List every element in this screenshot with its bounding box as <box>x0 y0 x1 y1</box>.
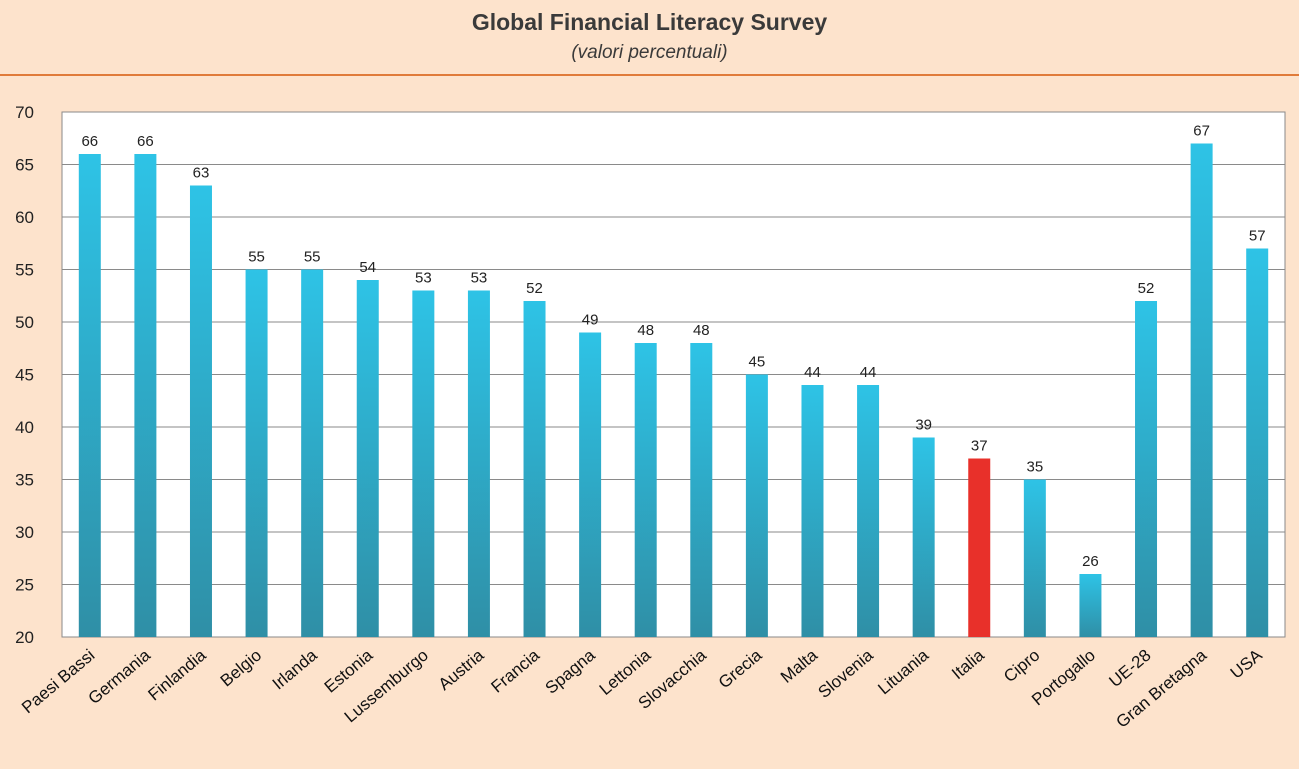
data-label: 55 <box>304 249 321 266</box>
bar <box>579 332 602 637</box>
y-tick-label: 35 <box>15 471 34 490</box>
bars <box>78 143 1269 637</box>
x-tick-label: Belgio <box>217 646 265 691</box>
data-label: 39 <box>915 417 932 434</box>
data-label: 54 <box>359 259 376 276</box>
y-tick-label: 55 <box>15 261 34 280</box>
bar <box>245 269 268 637</box>
data-label: 57 <box>1249 228 1266 245</box>
y-tick-label: 50 <box>15 313 34 332</box>
y-tick-label: 25 <box>15 576 34 595</box>
bar <box>301 269 324 637</box>
data-label: 66 <box>81 133 98 150</box>
bar <box>134 154 157 637</box>
bar <box>1190 143 1213 637</box>
x-tick-label: UE-28 <box>1105 646 1154 692</box>
x-tick-label: Germania <box>85 645 155 708</box>
data-label: 52 <box>1138 280 1155 297</box>
bar <box>968 458 991 637</box>
bar <box>523 301 546 637</box>
data-label: 44 <box>860 364 877 381</box>
bar <box>189 185 212 637</box>
x-tick-label: USA <box>1227 645 1266 682</box>
bar <box>412 290 435 637</box>
data-label: 66 <box>137 133 154 150</box>
x-tick-label: Irlanda <box>269 645 321 693</box>
x-tick-label: Malta <box>777 645 821 687</box>
data-label: 35 <box>1026 459 1043 476</box>
data-label: 52 <box>526 280 543 297</box>
y-tick-label: 20 <box>15 628 34 647</box>
bar <box>690 343 713 637</box>
x-tick-label: Paesi Bassi <box>18 646 98 718</box>
x-tick-label: Lituania <box>874 645 932 698</box>
bar <box>1079 574 1102 637</box>
data-label: 49 <box>582 312 599 329</box>
bar <box>912 437 935 637</box>
x-tick-label: Spagna <box>542 645 600 698</box>
data-label: 63 <box>193 165 210 182</box>
chart-subtitle: (valori percentuali) <box>571 42 728 63</box>
data-label: 37 <box>971 438 988 455</box>
x-tick-label: Italia <box>948 645 988 683</box>
data-label: 55 <box>248 249 265 266</box>
y-tick-label: 40 <box>15 418 34 437</box>
y-tick-label: 60 <box>15 208 34 227</box>
y-axis: 20 25 30 35 40 45 50 55 60 65 70 <box>15 103 34 647</box>
data-label: 53 <box>471 270 488 287</box>
x-tick-label: Cipro <box>1000 646 1043 687</box>
bar <box>745 374 768 637</box>
bar <box>857 385 880 637</box>
x-tick-label: Finlandia <box>144 645 209 704</box>
bar <box>1135 301 1158 637</box>
chart-title: Global Financial Literacy Survey <box>471 9 828 35</box>
bar <box>467 290 490 637</box>
y-tick-label: 70 <box>15 103 34 122</box>
bar <box>1246 248 1269 637</box>
y-tick-label: 45 <box>15 366 34 385</box>
x-tick-label: Slovenia <box>814 645 877 702</box>
y-tick-label: 65 <box>15 156 34 175</box>
x-tick-label: Grecia <box>715 645 766 692</box>
y-tick-label: 30 <box>15 523 34 542</box>
data-label: 53 <box>415 270 432 287</box>
bar <box>801 385 824 637</box>
data-label: 44 <box>804 364 821 381</box>
data-label: 26 <box>1082 553 1099 570</box>
data-labels: 66 66 63 55 55 54 53 53 52 49 48 48 45 44 44 39 37 35 26 52… <box>81 123 1265 571</box>
data-label: 48 <box>637 322 654 339</box>
bar <box>1023 479 1046 637</box>
bar <box>356 280 379 637</box>
x-tick-label: Francia <box>487 645 543 696</box>
data-label: 67 <box>1193 123 1210 140</box>
x-tick-label: Austria <box>435 645 488 694</box>
data-label: 48 <box>693 322 710 339</box>
chart-header: Global Financial Literacy Survey (valori… <box>0 0 1299 76</box>
bar <box>78 154 101 637</box>
data-label: 45 <box>749 354 766 371</box>
bar <box>634 343 657 637</box>
